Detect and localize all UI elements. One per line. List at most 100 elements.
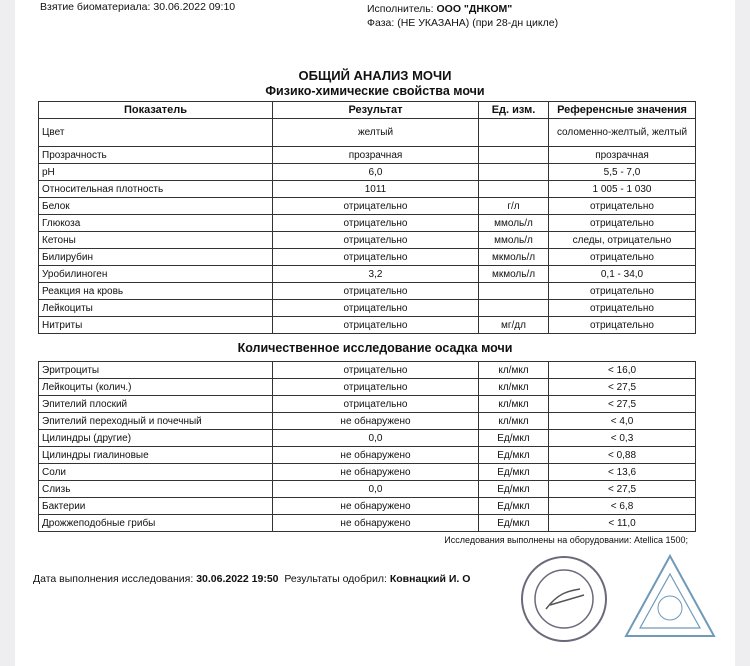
reference-cell: 1 005 - 1 030 (548, 180, 696, 198)
parameter-cell: Эритроциты (38, 361, 273, 379)
result-cell: отрицательно (272, 299, 479, 317)
unit-cell: кл/мкл (478, 378, 549, 396)
section-title-sediment: Количественное исследование осадка мочи (237, 341, 513, 355)
laboratory-triangle-stamp (624, 553, 716, 637)
unit-cell: мкмоль/л (478, 248, 549, 266)
parameter-cell: Дрожжеподобные грибы (38, 514, 273, 532)
table-row: Лейкоциты отрицательно отрицательно (38, 299, 696, 317)
parameter-cell: Уробилиноген (38, 265, 273, 283)
reference-cell: < 27,5 (548, 480, 696, 498)
sample-date: Взятие биоматериала: 30.06.2022 09:10 (40, 1, 236, 13)
parameter-cell: pH (38, 163, 273, 181)
reference-cell: следы, отрицательно (548, 231, 696, 249)
result-cell: 0,0 (272, 480, 479, 498)
reference-cell: отрицательно (548, 282, 696, 300)
table-row: Прозрачность прозрачная прозрачная (38, 146, 696, 164)
table-row: Реакция на кровь отрицательно отрицательно (38, 282, 696, 300)
table-row: Нитриты отрицательно мг/дл отрицательно (38, 316, 696, 334)
result-cell: не обнаружено (272, 412, 479, 430)
parameter-cell: Кетоны (38, 231, 273, 249)
unit-cell: кл/мкл (478, 395, 549, 413)
parameter-cell: Глюкоза (38, 214, 273, 232)
result-cell: 6,0 (272, 163, 479, 181)
unit-cell: Ед/мкл (478, 514, 549, 532)
reference-cell: 5,5 - 7,0 (548, 163, 696, 181)
table-row: Кетоны отрицательно ммоль/л следы, отрицате… (38, 231, 696, 249)
parameter-cell: Нитриты (38, 316, 273, 334)
equipment-note: Исследования выполнены на оборудовании: … (444, 535, 688, 545)
unit-cell: мкмоль/л (478, 265, 549, 283)
unit-cell: ммоль/л (478, 214, 549, 232)
result-cell: отрицательно (272, 282, 479, 300)
parameter-cell: Эпителий переходный и почечный (38, 412, 273, 430)
parameter-cell: Бактерии (38, 497, 273, 515)
table-row: Лейкоциты (колич.) отрицательно кл/мкл < 27… (38, 378, 696, 396)
reference-cell: прозрачная (548, 146, 696, 164)
unit-cell: Ед/мкл (478, 463, 549, 481)
result-cell: 3,2 (272, 265, 479, 283)
column-header: Результат (272, 101, 479, 119)
unit-cell: г/л (478, 197, 549, 215)
reference-cell: отрицательно (548, 214, 696, 232)
table-row: Билирубин отрицательно мкмоль/л отрицательн… (38, 248, 696, 266)
unit-cell (478, 299, 549, 317)
table-row: Эритроциты отрицательно кл/мкл < 16,0 (38, 361, 696, 379)
sediment-table: Эритроциты отрицательно кл/мкл < 16,0 Лейкоц… (38, 361, 696, 532)
unit-cell: кл/мкл (478, 361, 549, 379)
document-title: ОБЩИЙ АНАЛИЗ МОЧИ (298, 68, 452, 83)
unit-cell (478, 163, 549, 181)
table-row: pH 6,0 5,5 - 7,0 (38, 163, 696, 181)
result-cell: отрицательно (272, 197, 479, 215)
parameter-cell: Цилиндры гиалиновые (38, 446, 273, 464)
unit-cell (478, 180, 549, 198)
parameter-cell: Соли (38, 463, 273, 481)
parameter-cell: Белок (38, 197, 273, 215)
parameter-cell: Эпителий плоский (38, 395, 273, 413)
signature (545, 588, 585, 610)
parameter-cell: Лейкоциты (38, 299, 273, 317)
result-cell: прозрачная (272, 146, 479, 164)
reference-cell: отрицательно (548, 299, 696, 317)
parameter-cell: Лейкоциты (колич.) (38, 378, 273, 396)
table-row: Соли не обнаружено Ед/мкл < 13,6 (38, 463, 696, 481)
column-header: Показатель (38, 101, 273, 119)
parameter-cell: Цилиндры (другие) (38, 429, 273, 447)
reference-cell: соломенно-желтый, желтый (548, 118, 696, 147)
result-cell: 0,0 (272, 429, 479, 447)
reference-cell: < 0,88 (548, 446, 696, 464)
table-row: Цилиндры (другие) 0,0 Ед/мкл < 0,3 (38, 429, 696, 447)
reference-cell: 0,1 - 34,0 (548, 265, 696, 283)
result-cell: 1011 (272, 180, 479, 198)
result-cell: отрицательно (272, 248, 479, 266)
unit-cell (478, 118, 549, 147)
reference-cell: отрицательно (548, 197, 696, 215)
unit-cell: кл/мкл (478, 412, 549, 430)
phase: Фаза: (НЕ УКАЗАНА) (при 28-дн цикле) (367, 17, 559, 29)
table-row: Бактерии не обнаружено Ед/мкл < 6,8 (38, 497, 696, 515)
table-row: Относительная плотность 1011 1 005 - 1 030 (38, 180, 696, 198)
table-row: Цилиндры гиалиновые не обнаружено Ед/мкл < … (38, 446, 696, 464)
reference-cell: < 11,0 (548, 514, 696, 532)
unit-cell: ммоль/л (478, 231, 549, 249)
parameter-cell: Прозрачность (38, 146, 273, 164)
unit-cell: Ед/мкл (478, 446, 549, 464)
reference-cell: отрицательно (548, 248, 696, 266)
parameter-cell: Относительная плотность (38, 180, 273, 198)
doctor-round-stamp (521, 556, 607, 642)
physchem-table: Показатель Результат Ед. изм. Референсные з… (38, 101, 696, 334)
column-header: Референсные значения (548, 101, 696, 119)
reference-cell: < 13,6 (548, 463, 696, 481)
section-title-physchem: Физико-химические свойства мочи (265, 84, 485, 98)
table-row: Дрожжеподобные грибы не обнаружено Ед/мкл <… (38, 514, 696, 532)
table-row: Эпителий плоский отрицательно кл/мкл < 27,5 (38, 395, 696, 413)
column-header: Ед. изм. (478, 101, 549, 119)
table-row: Эпителий переходный и почечный не обнаруж… (38, 412, 696, 430)
result-cell: отрицательно (272, 378, 479, 396)
table-row: Цвет желтый соломенно-желтый, желтый (38, 118, 696, 147)
result-cell: не обнаружено (272, 446, 479, 464)
table-row: Уробилиноген 3,2 мкмоль/л 0,1 - 34,0 (38, 265, 696, 283)
reference-cell: < 27,5 (548, 395, 696, 413)
result-cell: отрицательно (272, 231, 479, 249)
footer-approval: Дата выполнения исследования: 30.06.2022… (33, 573, 471, 585)
result-cell: желтый (272, 118, 479, 147)
